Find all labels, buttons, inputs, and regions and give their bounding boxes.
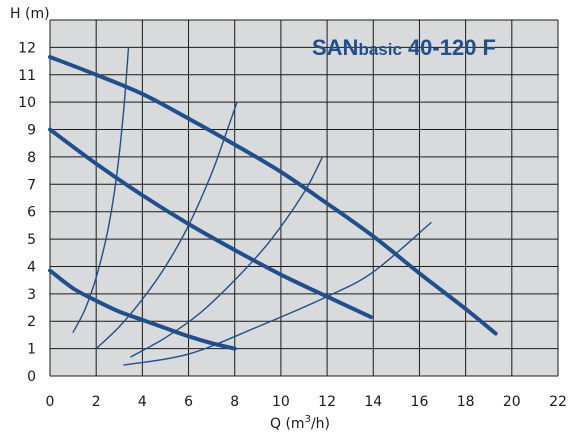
- y-tick-label: 6: [27, 205, 36, 221]
- x-axis-label: Q (m3/h): [270, 414, 330, 432]
- x-tick-label: 12: [318, 394, 336, 410]
- pump-curve-1: [48, 54, 498, 336]
- x-tick-label: 10: [272, 394, 290, 410]
- chart-title: SANbasic 40-120 F: [312, 35, 496, 60]
- y-tick-label: 1: [27, 342, 36, 358]
- x-tick-label: 16: [411, 394, 429, 410]
- title-brand: SAN: [312, 35, 358, 60]
- x-tick-label: 2: [92, 394, 101, 410]
- system-curve-4: [123, 221, 432, 366]
- x-tick-label: 8: [230, 394, 239, 410]
- y-tick-label: 3: [27, 287, 36, 303]
- y-tick-label: 5: [27, 232, 36, 248]
- title-series: basic: [358, 40, 401, 59]
- title-model: 40-120 F: [408, 35, 496, 60]
- y-tick-label: 9: [27, 123, 36, 139]
- x-tick-label: 22: [549, 394, 567, 410]
- x-tick-label: 6: [184, 394, 193, 410]
- y-tick-label: 0: [27, 369, 36, 385]
- y-tick-label: 7: [27, 177, 36, 193]
- grid: [49, 19, 559, 377]
- x-tick-label: 20: [503, 394, 521, 410]
- x-tick-label: 18: [457, 394, 475, 410]
- y-tick-label: 12: [18, 40, 36, 56]
- y-tick-label: 4: [27, 259, 36, 275]
- y-tick-label: 8: [27, 150, 36, 166]
- y-tick-label: 10: [18, 95, 36, 111]
- system-curve-3: [130, 156, 324, 358]
- pump-curve-3: [48, 268, 237, 351]
- pump-curve-2: [48, 127, 373, 320]
- y-tick-label: 2: [27, 314, 36, 330]
- y-tick-label: 11: [18, 68, 36, 84]
- curves: [48, 46, 498, 366]
- x-tick-label: 14: [364, 394, 382, 410]
- y-axis-label: H (m): [10, 6, 50, 22]
- x-tick-label: 0: [46, 394, 55, 410]
- x-tick-label: 4: [138, 394, 147, 410]
- system-curve-1: [72, 46, 130, 333]
- x-axis-tick-labels: 0 2 4 6 8 10 12 14 16 18 20 22: [46, 394, 567, 410]
